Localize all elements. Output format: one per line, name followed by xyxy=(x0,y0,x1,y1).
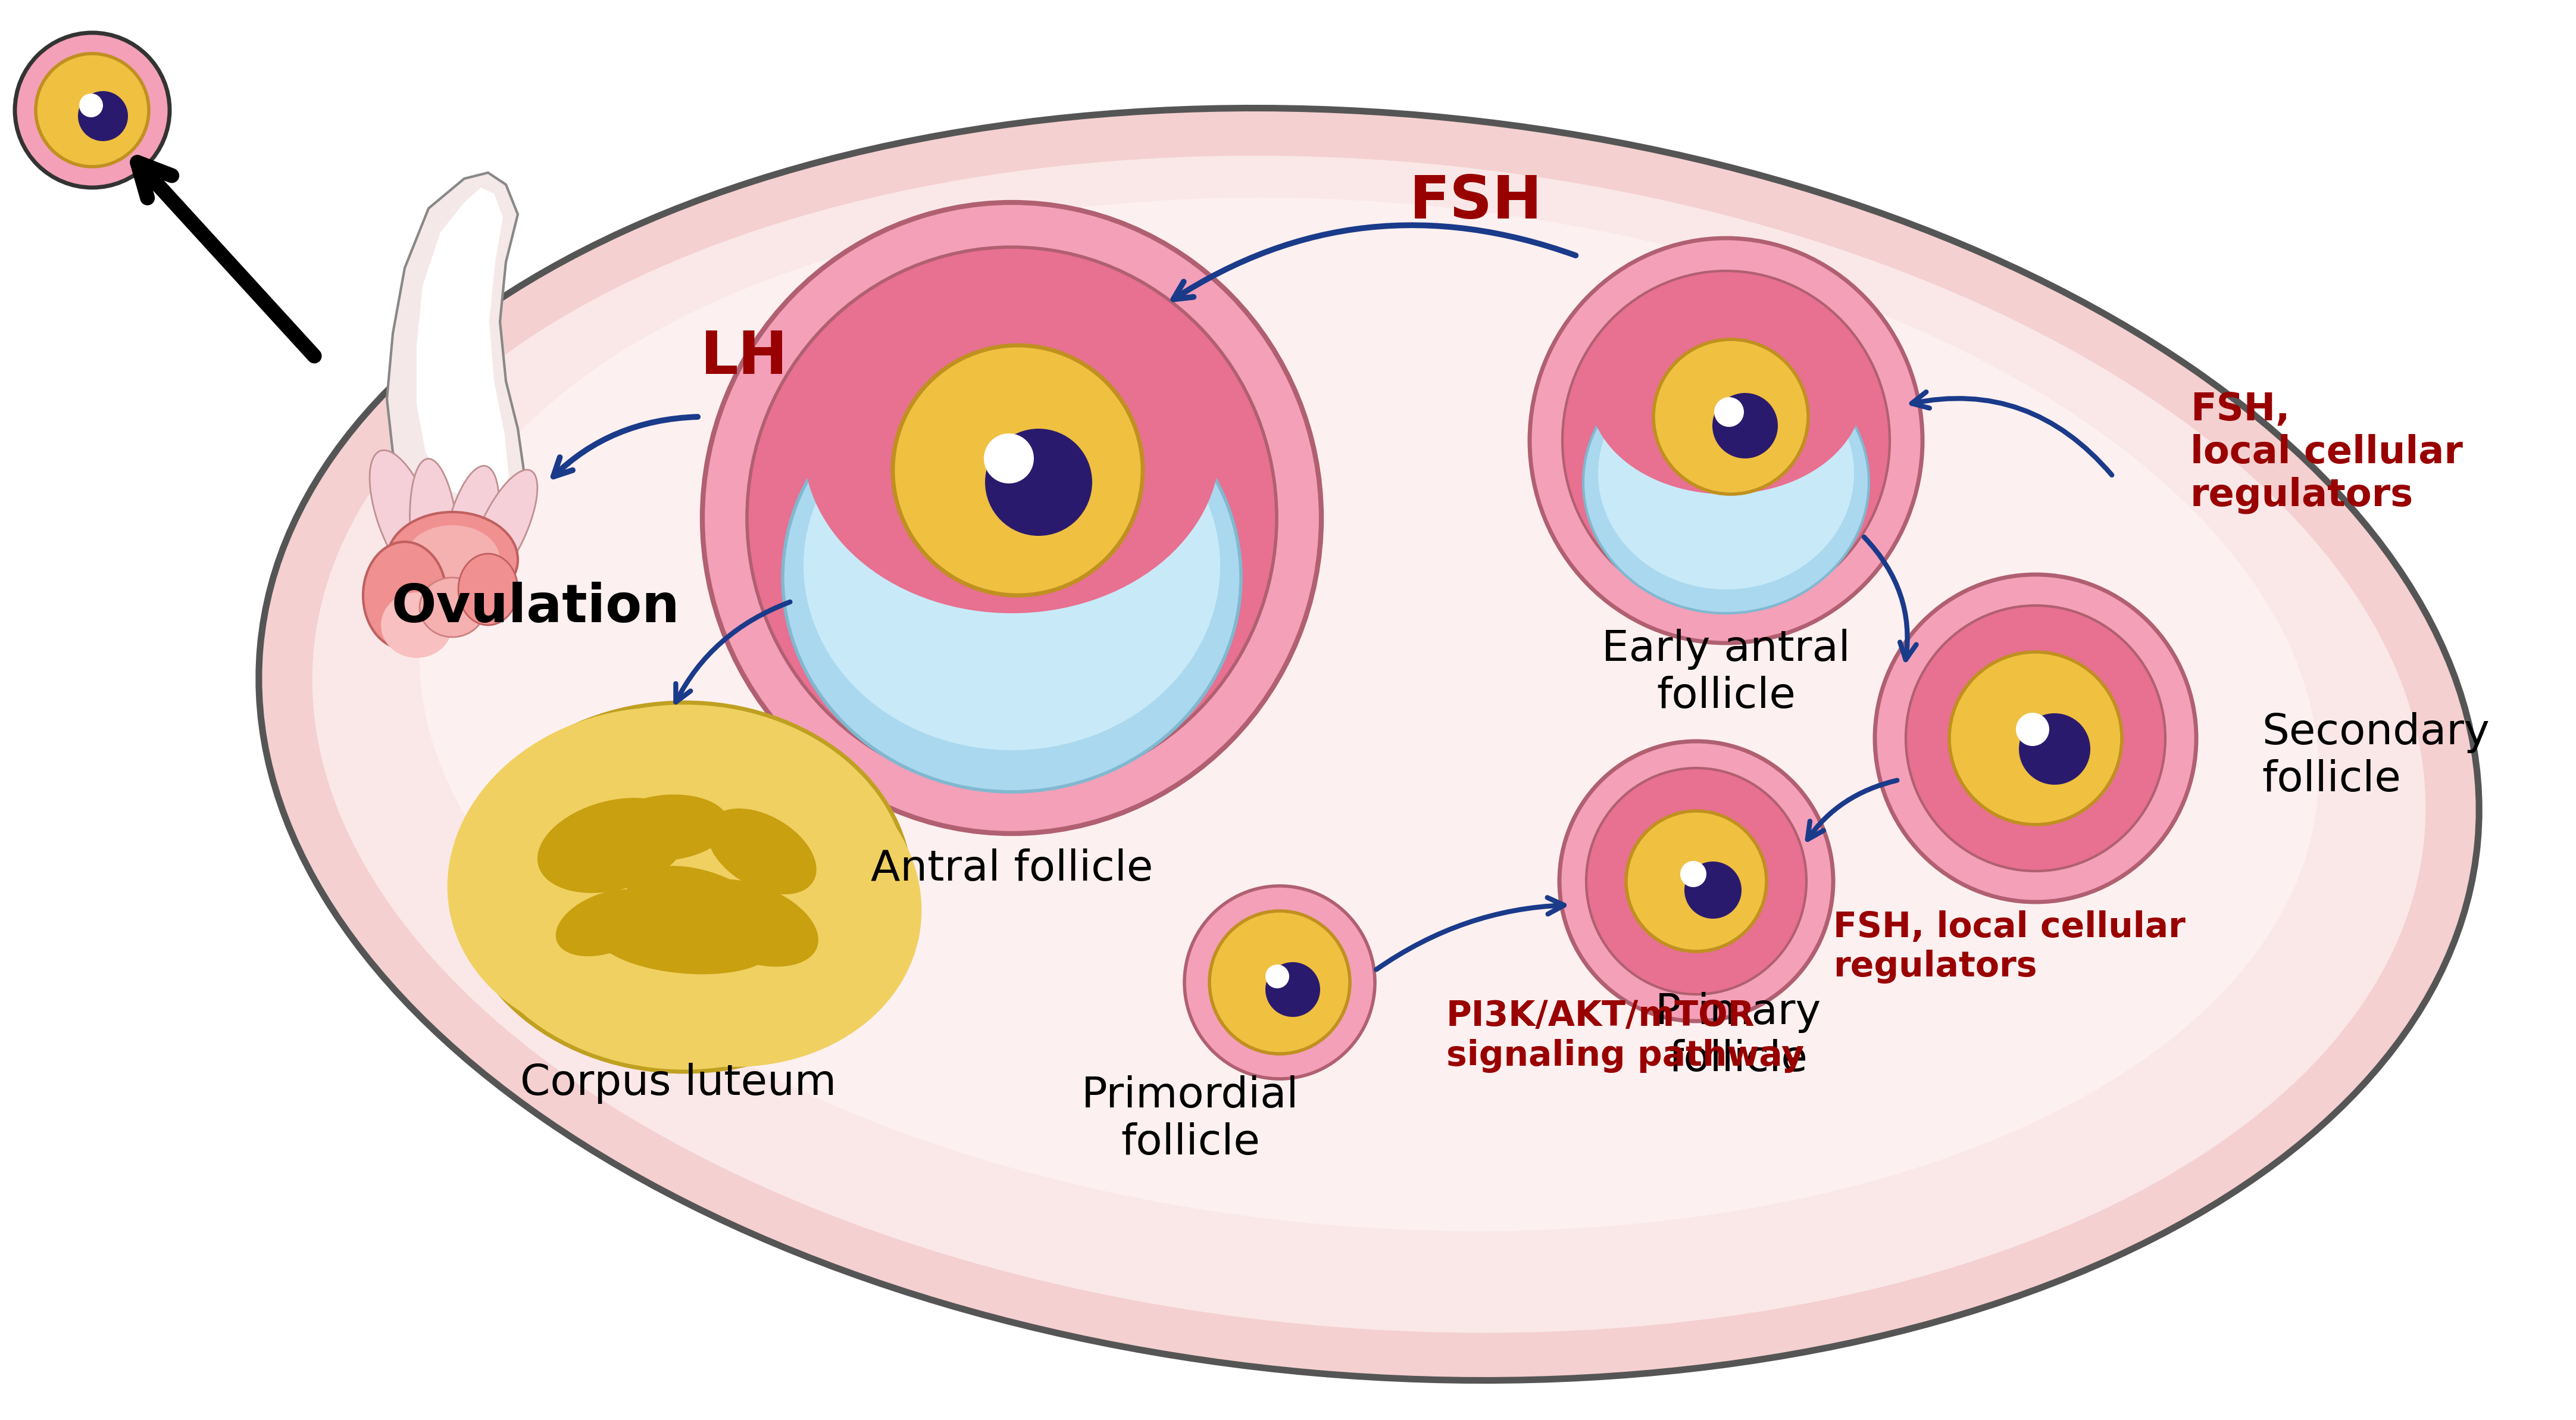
Ellipse shape xyxy=(1680,861,1705,888)
Ellipse shape xyxy=(1685,862,1741,919)
Ellipse shape xyxy=(1597,358,1855,589)
Ellipse shape xyxy=(1713,398,1744,427)
Ellipse shape xyxy=(1564,271,1891,611)
Ellipse shape xyxy=(984,433,1033,483)
Text: FSH: FSH xyxy=(1409,173,1543,231)
Polygon shape xyxy=(417,187,510,503)
Ellipse shape xyxy=(440,466,500,612)
Ellipse shape xyxy=(15,33,170,187)
Text: Primordial
follicle: Primordial follicle xyxy=(1082,1075,1298,1163)
Ellipse shape xyxy=(1713,393,1777,459)
Ellipse shape xyxy=(363,542,446,649)
Text: Early antral
follicle: Early antral follicle xyxy=(1602,629,1850,717)
Ellipse shape xyxy=(1875,575,2197,902)
Ellipse shape xyxy=(538,798,688,893)
Ellipse shape xyxy=(984,429,1092,535)
Ellipse shape xyxy=(894,345,1144,595)
Ellipse shape xyxy=(2017,713,2050,746)
Ellipse shape xyxy=(469,470,538,591)
Ellipse shape xyxy=(626,866,765,944)
Text: Corpus luteum: Corpus luteum xyxy=(520,1064,837,1105)
Ellipse shape xyxy=(1558,741,1834,1021)
Ellipse shape xyxy=(747,247,1278,790)
Ellipse shape xyxy=(312,156,2427,1333)
Ellipse shape xyxy=(518,731,922,1066)
Text: FSH, local cellular
regulators: FSH, local cellular regulators xyxy=(1834,910,2184,983)
Ellipse shape xyxy=(80,94,103,118)
Ellipse shape xyxy=(386,513,518,608)
Ellipse shape xyxy=(459,554,518,625)
Ellipse shape xyxy=(1185,886,1376,1079)
Ellipse shape xyxy=(36,54,149,166)
Text: LH: LH xyxy=(701,328,788,386)
Ellipse shape xyxy=(459,703,912,1072)
Ellipse shape xyxy=(1530,239,1922,643)
Ellipse shape xyxy=(371,450,440,585)
Ellipse shape xyxy=(2020,713,2089,785)
Ellipse shape xyxy=(1211,912,1350,1054)
Ellipse shape xyxy=(420,197,2318,1231)
Ellipse shape xyxy=(804,381,1221,750)
Ellipse shape xyxy=(448,707,850,1044)
Text: Secondary
follicle: Secondary follicle xyxy=(2262,711,2488,801)
Ellipse shape xyxy=(1265,964,1288,988)
Ellipse shape xyxy=(258,108,2478,1380)
Ellipse shape xyxy=(1265,963,1319,1017)
Ellipse shape xyxy=(804,280,1221,613)
Text: Ovulation: Ovulation xyxy=(392,581,680,633)
Ellipse shape xyxy=(1625,811,1767,951)
Ellipse shape xyxy=(708,808,817,895)
Ellipse shape xyxy=(1906,605,2166,870)
Text: Antral follicle: Antral follicle xyxy=(871,849,1154,890)
Ellipse shape xyxy=(556,889,659,956)
Text: FSH,
local cellular
regulators: FSH, local cellular regulators xyxy=(2190,391,2463,514)
Polygon shape xyxy=(386,173,523,518)
Text: PI3K/AKT/mTOR
signaling pathway: PI3K/AKT/mTOR signaling pathway xyxy=(1445,1000,1803,1072)
Ellipse shape xyxy=(1950,652,2123,825)
Ellipse shape xyxy=(404,525,500,594)
Ellipse shape xyxy=(595,907,773,974)
Ellipse shape xyxy=(410,459,459,613)
Ellipse shape xyxy=(605,795,729,861)
Ellipse shape xyxy=(1654,339,1808,494)
Ellipse shape xyxy=(703,203,1321,834)
Ellipse shape xyxy=(683,879,819,967)
Ellipse shape xyxy=(77,91,129,141)
Ellipse shape xyxy=(381,592,453,657)
Ellipse shape xyxy=(1589,291,1862,494)
Ellipse shape xyxy=(1584,351,1870,613)
Ellipse shape xyxy=(420,578,484,638)
Ellipse shape xyxy=(783,364,1242,792)
Text: Primary
follicle: Primary follicle xyxy=(1654,991,1821,1081)
Ellipse shape xyxy=(1587,768,1806,994)
